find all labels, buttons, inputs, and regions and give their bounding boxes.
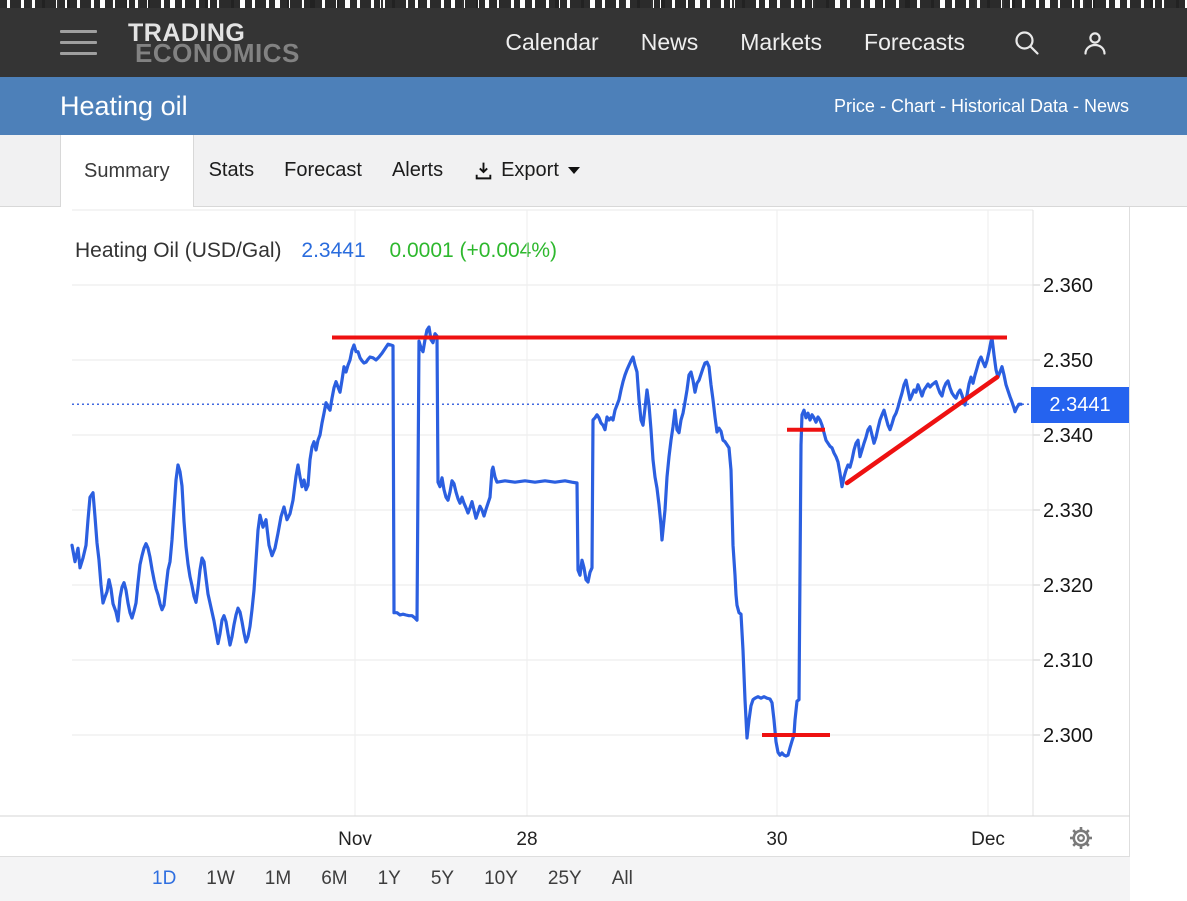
hamburger-bar: [60, 41, 97, 44]
range-1y[interactable]: 1Y: [377, 868, 401, 889]
nav-item-news[interactable]: News: [640, 29, 699, 55]
tab-alerts[interactable]: Alerts: [377, 135, 458, 206]
download-icon: [473, 160, 494, 181]
tab-summary-label: Summary: [84, 159, 170, 182]
top-nav: TRADING ECONOMICS Calendar News Markets …: [0, 8, 1187, 77]
y-tick-label: 2.350: [1043, 350, 1093, 372]
chart-instrument-label: Heating Oil (USD/Gal): [75, 239, 282, 262]
y-tick-label: 2.340: [1043, 425, 1093, 447]
x-tick-label: 28: [516, 829, 537, 850]
range-1d[interactable]: 1D: [152, 868, 177, 889]
time-range-selector: 1D 1W 1M 6M 1Y 5Y 10Y 25Y All: [0, 857, 1130, 901]
tab-stats-label: Stats: [208, 159, 255, 181]
chart-header: Heating Oil (USD/Gal) 2.3441 0.0001 (+0.…: [75, 239, 557, 263]
price-line-series: [70, 325, 1023, 758]
range-all[interactable]: All: [611, 868, 633, 889]
hamburger-menu-icon[interactable]: [60, 30, 98, 55]
y-tick-label: 2.310: [1043, 650, 1093, 672]
nav-item-markets[interactable]: Markets: [740, 29, 823, 55]
tab-summary[interactable]: Summary: [60, 135, 194, 207]
nav-menu: Calendar News Markets Forecasts: [505, 29, 965, 56]
instrument-header: Heating oil Price - Chart - Historical D…: [0, 77, 1187, 135]
y-tick-label: 2.300: [1043, 725, 1093, 747]
range-6m[interactable]: 6M: [321, 868, 348, 889]
gear-icon[interactable]: [1062, 819, 1100, 857]
range-10y[interactable]: 10Y: [484, 868, 518, 889]
tab-export[interactable]: Export: [458, 135, 595, 206]
tab-export-label: Export: [501, 159, 559, 181]
search-icon[interactable]: [1013, 29, 1041, 57]
y-tick-label: 2.360: [1043, 275, 1093, 297]
y-tick-label: 2.330: [1043, 500, 1093, 522]
range-1m[interactable]: 1M: [264, 868, 292, 889]
user-icon[interactable]: [1081, 29, 1109, 57]
range-5y[interactable]: 5Y: [430, 868, 455, 889]
page-title: Heating oil: [60, 90, 188, 121]
tab-forecast[interactable]: Forecast: [269, 135, 377, 206]
tab-stats[interactable]: Stats: [194, 135, 270, 206]
x-tick-label: 30: [766, 829, 787, 850]
nav-item-calendar[interactable]: Calendar: [505, 29, 599, 55]
chart-price-change: 0.0001 (+0.004%): [389, 239, 558, 262]
range-25y[interactable]: 25Y: [547, 868, 582, 889]
red-annotation-trendline: [844, 375, 1000, 486]
x-tick-label: Dec: [971, 829, 1005, 850]
breadcrumb-links[interactable]: Price - Chart - Historical Data - News: [833, 95, 1129, 116]
caret-down-icon: [567, 167, 580, 174]
browser-artifact-strip: [0, 0, 1187, 8]
chart-last-price: 2.3441: [301, 239, 366, 262]
logo-line-1: TRADING: [128, 19, 246, 47]
y-tick-label: 2.320: [1043, 575, 1093, 597]
current-price-badge: 2.3441: [1031, 387, 1129, 423]
x-tick-label: Nov: [338, 829, 372, 850]
tab-alerts-label: Alerts: [391, 159, 444, 181]
nav-item-forecasts[interactable]: Forecasts: [864, 29, 965, 55]
tab-forecast-label: Forecast: [284, 159, 362, 181]
trading-economics-logo[interactable]: TRADING ECONOMICS: [128, 19, 300, 68]
hamburger-bar: [60, 30, 97, 33]
logo-line-2: ECONOMICS: [135, 38, 300, 68]
hamburger-bar: [60, 52, 97, 55]
chart-card: Heating Oil (USD/Gal) 2.3441 0.0001 (+0.…: [0, 207, 1130, 857]
tab-bar: Summary Stats Forecast Alerts Export: [0, 135, 1187, 207]
price-chart-canvas[interactable]: 2.360 2.350 2.340 2.330 2.320 2.310 2.300 Nov 28…: [0, 207, 1130, 857]
range-1w[interactable]: 1W: [206, 868, 235, 889]
